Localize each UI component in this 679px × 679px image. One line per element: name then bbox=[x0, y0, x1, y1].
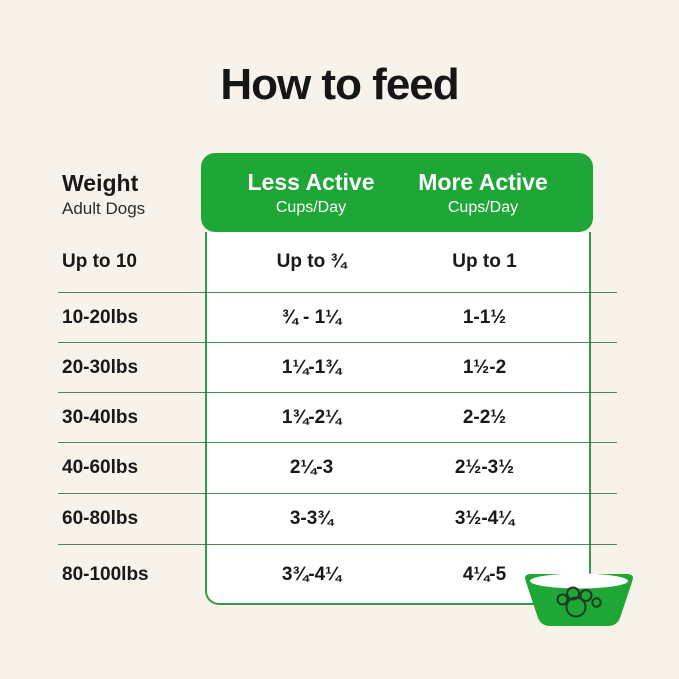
table-row: 30-40lbs 1¾-2¼ 2-2½ bbox=[58, 393, 617, 443]
more-active-cell: 1-1½ bbox=[462, 306, 507, 328]
more-active-label: More Active bbox=[418, 168, 548, 195]
weight-cell: 60-80lbs bbox=[62, 508, 139, 529]
less-active-cell: 2¼-3 bbox=[289, 457, 334, 478]
table-row: 20-30lbs 1¼-1¾ 1½-2 bbox=[58, 343, 617, 393]
less-active-label: Less Active bbox=[247, 168, 375, 195]
weight-cell: 40-60lbs bbox=[62, 457, 139, 478]
table-row: 10-20lbs ¾ - 1¼ 1-1½ bbox=[58, 293, 617, 343]
table-row: 60-80lbs 3-3¾ 3½-4¼ bbox=[58, 494, 617, 545]
more-active-cell: 2½-3½ bbox=[454, 457, 515, 478]
table-row: 40-60lbs 2¼-3 2½-3½ bbox=[58, 443, 617, 494]
less-active-cell: ¾ - 1¼ bbox=[281, 306, 342, 328]
more-active-cell: 3½-4¼ bbox=[454, 508, 515, 529]
less-active-cell: 1¾-2¼ bbox=[281, 406, 342, 428]
table-row: Up to 10 Up to ¾ Up to 1 bbox=[58, 232, 617, 293]
dog-bowl-paw-icon bbox=[525, 573, 633, 626]
weight-cell: 80-100lbs bbox=[62, 564, 149, 585]
activity-columns-header: Less Active Cups/Day More Active Cups/Da… bbox=[201, 153, 593, 232]
feeding-table-rows: Up to 10 Up to ¾ Up to 1 10-20lbs ¾ - 1¼… bbox=[58, 232, 617, 605]
more-active-cell: 1½-2 bbox=[462, 356, 507, 378]
less-active-sublabel: Cups/Day bbox=[275, 198, 347, 216]
less-active-cell: 3¾-4¼ bbox=[281, 564, 342, 585]
less-active-cell: Up to ¾ bbox=[276, 251, 347, 272]
weight-cell: Up to 10 bbox=[62, 251, 137, 272]
weight-header-title: Weight bbox=[62, 170, 139, 196]
less-active-column-header: Less Active Cups/Day bbox=[201, 153, 397, 232]
weight-column-header: Weight Adult Dogs bbox=[62, 171, 145, 219]
more-active-sublabel: Cups/Day bbox=[447, 198, 519, 216]
paw-print-icon bbox=[556, 586, 602, 618]
more-active-column-header: More Active Cups/Day bbox=[397, 153, 593, 232]
more-active-cell: Up to 1 bbox=[452, 251, 517, 272]
weight-cell: 20-30lbs bbox=[62, 356, 139, 378]
more-active-cell: 4¼-5 bbox=[462, 564, 507, 585]
feeding-table-body bbox=[205, 232, 591, 605]
weight-header-subtitle: Adult Dogs bbox=[62, 199, 146, 219]
less-active-cell: 3-3¾ bbox=[289, 508, 334, 529]
weight-cell: 10-20lbs bbox=[62, 306, 139, 328]
page-title: How to feed bbox=[220, 60, 459, 109]
less-active-cell: 1¼-1¾ bbox=[281, 356, 342, 378]
weight-cell: 30-40lbs bbox=[62, 406, 139, 428]
more-active-cell: 2-2½ bbox=[462, 406, 507, 428]
table-row: 80-100lbs 3¾-4¼ 4¼-5 bbox=[58, 545, 617, 605]
